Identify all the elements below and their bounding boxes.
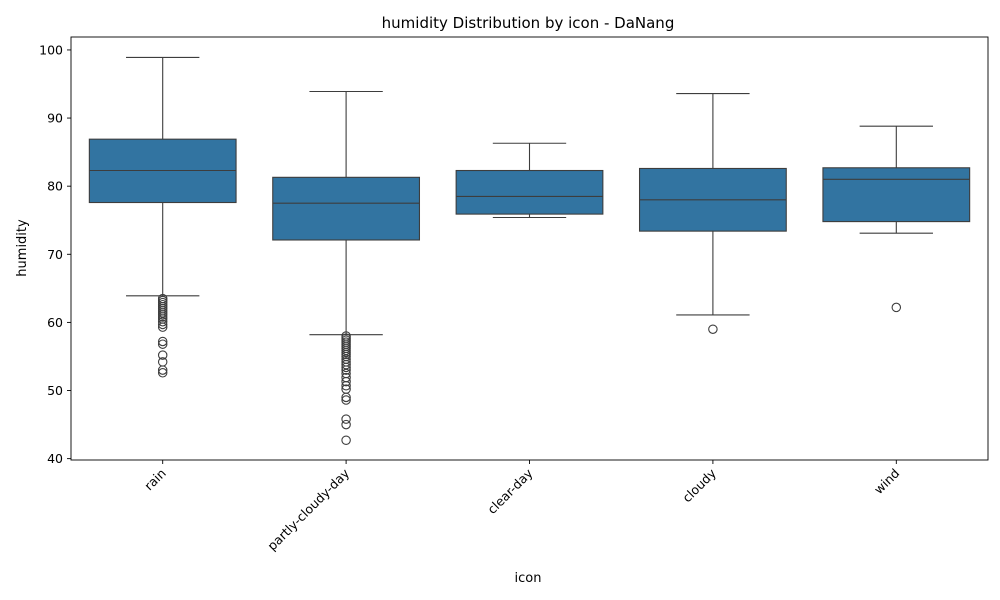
outlier-point — [341, 381, 351, 391]
outlier-point — [341, 392, 351, 403]
outlier-point — [157, 350, 168, 360]
x-tick-label: cloudy — [679, 465, 719, 505]
outlier-point — [341, 376, 351, 387]
x-tick-label: rain — [141, 466, 169, 494]
x-tick-label: wind — [871, 466, 903, 498]
outlier-point — [341, 362, 351, 373]
y-tick-label: 40 — [47, 451, 63, 466]
plot-area — [88, 56, 971, 445]
outlier-point — [157, 368, 168, 378]
outlier-point — [341, 419, 351, 430]
x-tick-label: partly-cloudy-day — [264, 465, 352, 553]
y-tick-label: 50 — [47, 383, 63, 398]
outlier-point — [341, 414, 351, 424]
outlier-point — [157, 339, 168, 349]
outlier-point — [341, 435, 351, 445]
outlier-point — [157, 365, 168, 375]
outlier-point — [708, 324, 718, 334]
box-group-cloudy — [638, 92, 787, 334]
axes: 40 50 60 70 80 90 100 rain partly-cloudy-day clea… — [39, 36, 989, 553]
x-axis-label: icon — [515, 571, 542, 586]
y-tick-label: 90 — [47, 111, 63, 126]
y-tick-label: 100 — [39, 42, 63, 57]
axes-frame — [70, 36, 989, 461]
chart-title: humidity Distribution by icon - DaNang — [382, 14, 675, 32]
box — [455, 169, 604, 215]
box — [272, 176, 421, 241]
y-axis-label: humidity — [15, 219, 30, 277]
box — [822, 167, 971, 223]
outlier-point — [157, 322, 168, 332]
box-group-partly-cloudy-day — [272, 90, 421, 445]
outlier-point — [157, 316, 168, 327]
box-group-clear-day — [455, 142, 604, 219]
outlier-point — [891, 302, 902, 313]
outlier-point — [341, 365, 351, 375]
y-tick-label: 80 — [47, 179, 63, 194]
box-group-rain — [88, 56, 237, 378]
x-tick-label: clear-day — [484, 465, 536, 517]
outlier-point — [157, 319, 168, 330]
outlier-point — [341, 395, 351, 405]
box-group-wind — [822, 125, 971, 313]
y-tick-label: 70 — [47, 247, 63, 262]
y-tick-label: 60 — [47, 315, 63, 330]
outlier-point — [157, 336, 168, 347]
